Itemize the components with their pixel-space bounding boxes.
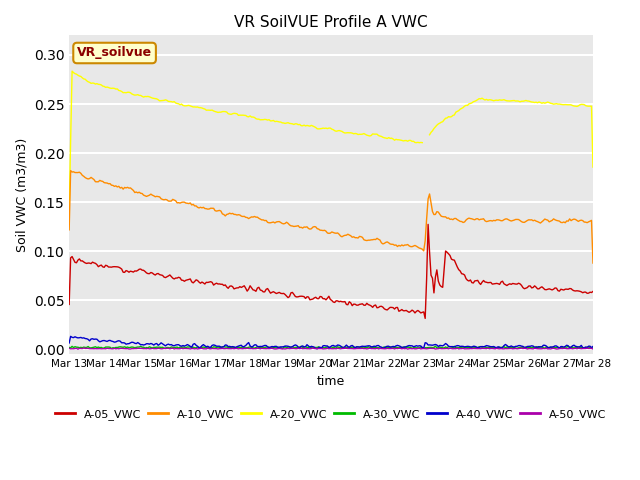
Y-axis label: Soil VWC (m3/m3): Soil VWC (m3/m3) bbox=[15, 138, 28, 252]
Text: VR_soilvue: VR_soilvue bbox=[77, 47, 152, 60]
Title: VR SoilVUE Profile A VWC: VR SoilVUE Profile A VWC bbox=[234, 15, 428, 30]
X-axis label: time: time bbox=[317, 375, 345, 388]
Legend: A-05_VWC, A-10_VWC, A-20_VWC, A-30_VWC, A-40_VWC, A-50_VWC: A-05_VWC, A-10_VWC, A-20_VWC, A-30_VWC, … bbox=[51, 405, 611, 424]
